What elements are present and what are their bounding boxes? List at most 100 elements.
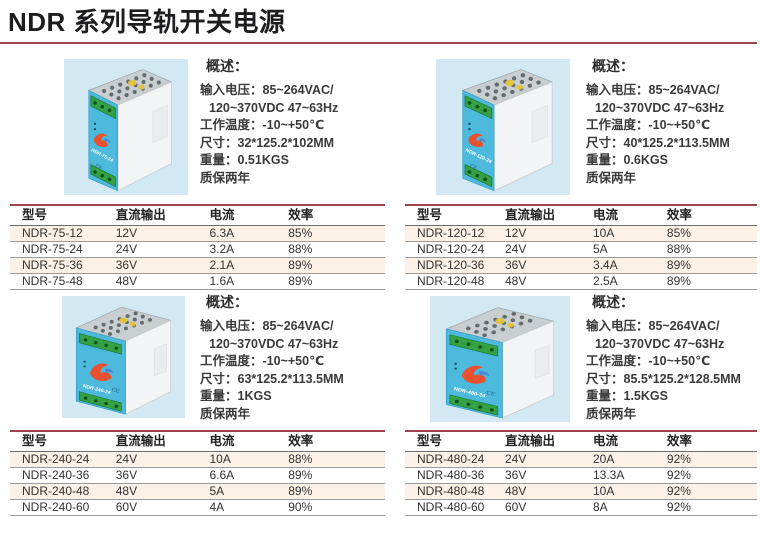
cell-model: NDR-120-48 <box>405 273 493 290</box>
cell-output: 48V <box>103 273 198 290</box>
cell-current: 8A <box>581 499 655 516</box>
overview-heading: 概述： <box>592 58 634 74</box>
spec-line: 输入电压：85~264VAC/ <box>586 83 720 97</box>
cell-output: 24V <box>493 241 581 258</box>
cell-efficiency: 89% <box>276 467 385 484</box>
cell-current: 4A <box>197 499 277 516</box>
cell-model: NDR-480-60 <box>405 499 493 516</box>
cell-model: NDR-120-24 <box>405 241 493 258</box>
spec-line: 质保两年 <box>200 406 251 421</box>
cell-model: NDR-480-24 <box>405 451 493 468</box>
table-row: NDR-75-12 12V 6.3A 85% <box>10 225 385 242</box>
spec-line: 输入电压：85~264VAC/ <box>586 319 720 333</box>
cell-current: 10A <box>581 483 655 500</box>
overview-heading: 概述： <box>206 294 248 310</box>
col-header-current: 电流 <box>581 205 655 226</box>
cell-efficiency: 89% <box>276 273 385 290</box>
table-header-row: 型号 直流输出 电流 效率 <box>10 431 385 452</box>
table-row: NDR-120-24 24V 5A 88% <box>405 241 757 258</box>
cell-current: 3.2A <box>197 241 277 258</box>
col-header-efficiency: 效率 <box>654 205 757 226</box>
product-section-ndr480: NDR-480-24 概述： 输入电压：85~264VAC/ 120~370VD… <box>405 292 757 522</box>
product-photo: NDR-480-24 <box>430 296 570 422</box>
spec-line: 输入电压：85~264VAC/ <box>200 83 334 97</box>
cell-model: NDR-240-36 <box>10 467 104 484</box>
cell-model: NDR-240-24 <box>10 451 104 468</box>
cell-current: 2.1A <box>197 257 277 274</box>
cell-current: 5A <box>581 241 655 258</box>
spec-line: 重量：1.5KGS <box>586 389 668 403</box>
spec-line: 质保两年 <box>200 170 251 185</box>
spec-line: 工作温度：-10~+50℃ <box>586 354 711 368</box>
product-section-ndr120: NDR-120-24 概述： 输入电压：85~264VAC/ 120~370VD… <box>405 56 757 290</box>
cell-model: NDR-480-48 <box>405 483 493 500</box>
cell-efficiency: 88% <box>654 241 757 258</box>
table-row: NDR-480-60 60V 8A 92% <box>405 499 757 516</box>
cell-efficiency: 92% <box>654 499 757 516</box>
cell-efficiency: 90% <box>276 499 385 516</box>
col-header-current: 电流 <box>581 431 655 452</box>
cell-output: 36V <box>493 467 581 484</box>
table-row: NDR-120-12 12V 10A 85% <box>405 225 757 242</box>
table-row: NDR-75-24 24V 3.2A 88% <box>10 241 385 258</box>
cell-model: NDR-240-48 <box>10 483 104 500</box>
col-header-model: 型号 <box>10 205 104 226</box>
title-divider <box>0 42 757 44</box>
spec-table: 型号 直流输出 电流 效率 NDR-75-12 12V 6.3A 85% NDR… <box>10 204 385 290</box>
spec-line: 质保两年 <box>586 170 637 185</box>
psu-illustration: NDR-480-24 <box>430 296 570 422</box>
product-section-ndr240: NDR-240-24 概述： 输入电压：85~264VAC/ 120~370VD… <box>10 292 385 522</box>
product-photo: NDR-75-24 <box>64 59 188 195</box>
spec-line: 120~370VDC 47~63Hz <box>209 336 339 351</box>
cell-efficiency: 88% <box>276 241 385 258</box>
spec-table: 型号 直流输出 电流 效率 NDR-240-24 24V 10A 88% NDR… <box>10 430 385 516</box>
table-row: NDR-240-36 36V 6.6A 89% <box>10 467 385 484</box>
spec-line: 工作温度：-10~+50℃ <box>200 118 325 132</box>
col-header-efficiency: 效率 <box>276 205 385 226</box>
cell-efficiency: 89% <box>276 257 385 274</box>
cell-current: 1.6A <box>197 273 277 290</box>
cell-efficiency: 92% <box>654 451 757 468</box>
cell-efficiency: 89% <box>654 257 757 274</box>
overview-heading: 概述： <box>206 58 248 74</box>
table-row: NDR-240-48 48V 5A 89% <box>10 483 385 500</box>
spec-line: 质保两年 <box>586 406 637 421</box>
spec-line: 120~370VDC 47~63Hz <box>209 100 339 115</box>
spec-line: 重量：0.6KGS <box>586 153 668 167</box>
spec-table: 型号 直流输出 电流 效率 NDR-480-24 24V 20A 92% NDR… <box>405 430 757 516</box>
cell-output: 36V <box>103 467 198 484</box>
spec-line: 重量：1KGS <box>200 389 272 403</box>
overview-heading: 概述： <box>592 294 634 310</box>
table-row: NDR-240-24 24V 10A 88% <box>10 451 385 468</box>
cell-output: 24V <box>493 451 581 468</box>
product-photo: NDR-240-24 <box>62 296 185 418</box>
cell-current: 13.3A <box>581 467 655 484</box>
table-row: NDR-75-48 48V 1.6A 89% <box>10 273 385 290</box>
table-row: NDR-480-24 24V 20A 92% <box>405 451 757 468</box>
cell-model: NDR-120-36 <box>405 257 493 274</box>
col-header-output: 直流输出 <box>103 431 198 452</box>
cell-efficiency: 92% <box>654 483 757 500</box>
cell-output: 48V <box>103 483 198 500</box>
spec-line: 尺寸：32*125.2*102MM <box>200 135 335 150</box>
spec-line: 120~370VDC 47~63Hz <box>595 336 725 351</box>
cell-current: 10A <box>581 225 655 242</box>
table-header-row: 型号 直流输出 电流 效率 <box>405 431 757 452</box>
cell-current: 2.5A <box>581 273 655 290</box>
cell-current: 6.3A <box>197 225 277 242</box>
cell-output: 12V <box>493 225 581 242</box>
spec-line: 工作温度：-10~+50℃ <box>586 118 711 132</box>
table-row: NDR-120-36 36V 3.4A 89% <box>405 257 757 274</box>
cell-efficiency: 85% <box>654 225 757 242</box>
psu-illustration: NDR-240-24 <box>62 296 185 418</box>
col-header-efficiency: 效率 <box>276 431 385 452</box>
product-section-ndr75: NDR-75-24 概述： 输入电压：85~264VAC/ 120~370VDC… <box>10 56 385 290</box>
cell-current: 3.4A <box>581 257 655 274</box>
psu-illustration: NDR-75-24 <box>64 59 188 195</box>
cell-output: 60V <box>103 499 198 516</box>
cell-efficiency: 88% <box>276 451 385 468</box>
cell-model: NDR-75-24 <box>10 241 104 258</box>
col-header-efficiency: 效率 <box>654 431 757 452</box>
product-overview: 概述： 输入电压：85~264VAC/ 120~370VDC 47~63Hz 工… <box>586 294 760 423</box>
cell-model: NDR-75-48 <box>10 273 104 290</box>
